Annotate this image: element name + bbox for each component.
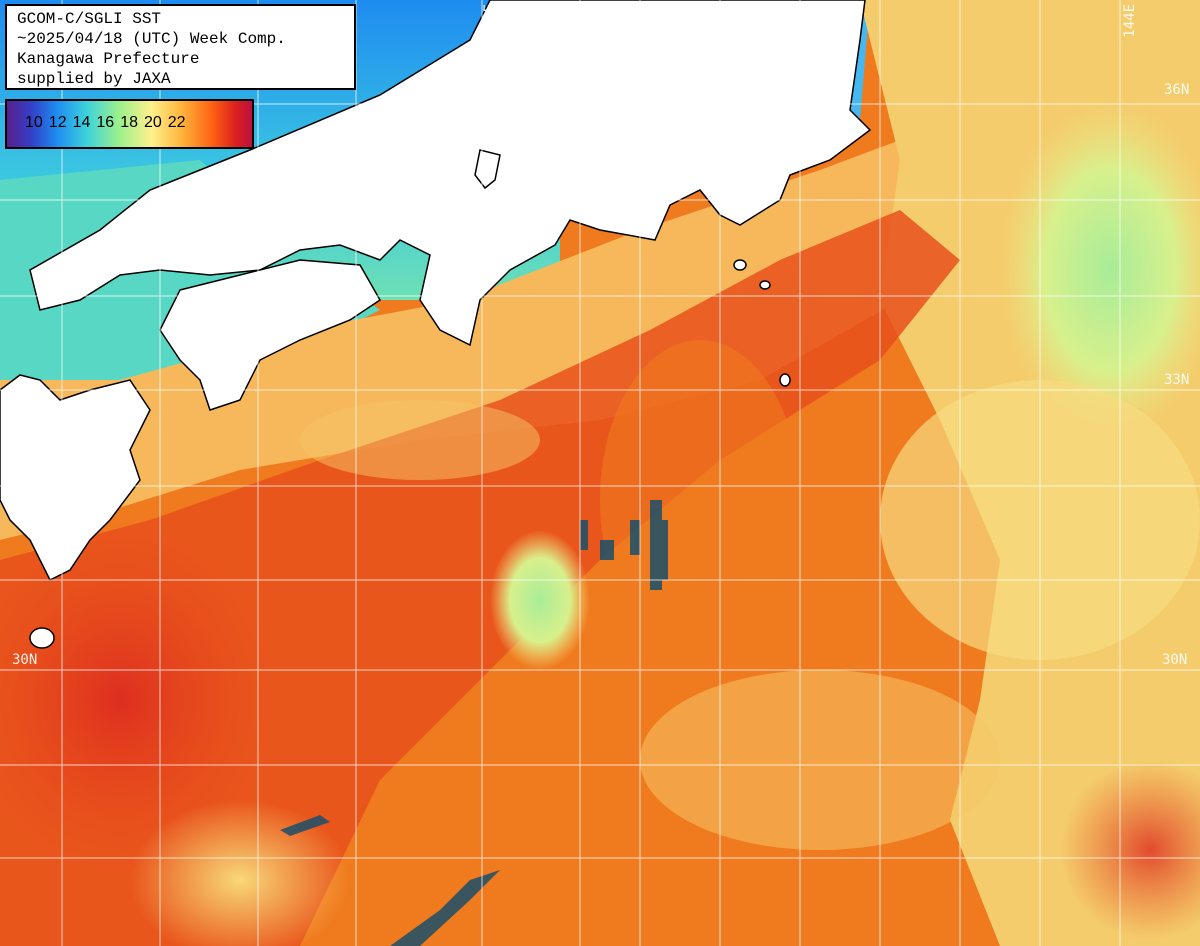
- legend-tick: 10: [25, 114, 43, 131]
- info-box: GCOM-C/SGLI SST ~2025/04/18 (UTC) Week C…: [5, 4, 356, 90]
- land-island: [29, 627, 55, 649]
- land-shikoku: [159, 259, 381, 411]
- legend-tick-labels: 10 12 14 16 18 20 22: [25, 114, 192, 132]
- legend-tick: 22: [167, 114, 186, 131]
- legend-tick: 12: [48, 114, 67, 131]
- lat-label-30n-right: 30N: [1162, 652, 1188, 668]
- cloud-artifacts: [280, 500, 668, 946]
- lat-label-30n-left: 30N: [12, 652, 38, 668]
- land-kyushu: [0, 374, 151, 582]
- lon-label-136e: 136E: [482, 4, 498, 38]
- sea-cool-eddy: [490, 530, 590, 670]
- legend-tick: 14: [72, 114, 91, 131]
- sea-warm-eddy: [130, 800, 350, 946]
- legend-tick: 18: [120, 114, 138, 131]
- land-honshu: [29, 0, 872, 347]
- legend-tick: 20: [143, 114, 162, 131]
- info-line-region: Kanagawa Prefecture: [17, 50, 200, 68]
- lon-label-144e: 144E: [1122, 4, 1138, 38]
- sea-cool-east: [1000, 100, 1200, 440]
- lat-label-33n: 33N: [1164, 372, 1190, 388]
- lat-label-36n: 36N: [1164, 82, 1190, 98]
- info-line-credit: supplied by JAXA: [17, 70, 171, 88]
- info-line-product: GCOM-C/SGLI SST: [17, 10, 162, 28]
- legend-color-bar: [7, 101, 252, 147]
- legend-tick: 16: [96, 114, 115, 131]
- color-legend: 10 12 14 16 18 20 22: [5, 99, 254, 149]
- info-line-date: ~2025/04/18 (UTC) Week Comp.: [17, 30, 286, 48]
- land: [0, 0, 872, 649]
